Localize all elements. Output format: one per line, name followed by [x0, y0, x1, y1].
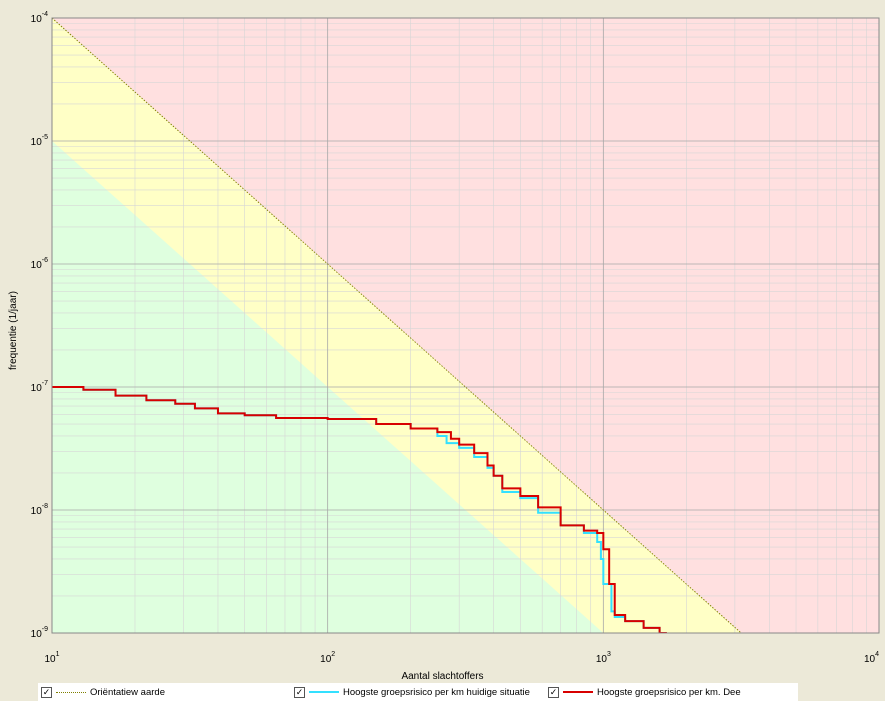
legend-item-huidige-situatie[interactable]: ✓ Hoogste groepsrisico per km huidige si… [294, 685, 530, 699]
y-tick-label: 10-7 [31, 380, 48, 394]
legend-item-orientatiewaarde[interactable]: ✓ Oriëntatiew aarde [41, 685, 165, 699]
legend-item-dee[interactable]: ✓ Hoogste groepsrisico per km. Dee [548, 685, 741, 699]
legend-checkbox[interactable]: ✓ [548, 686, 559, 698]
x-tick-label: 102 [320, 651, 335, 665]
legend: ✓ Oriëntatiew aarde ✓ Hoogste groepsrisi… [38, 683, 798, 701]
x-axis-label: Aantal slachtoffers [401, 671, 484, 682]
y-tick-label: 10-5 [31, 134, 48, 148]
legend-checkbox[interactable]: ✓ [41, 686, 52, 698]
legend-checkbox[interactable]: ✓ [294, 686, 305, 698]
y-axis-label: frequentie (1/jaar) [8, 291, 19, 370]
x-tick-label: 103 [596, 651, 611, 665]
x-tick-label: 101 [44, 651, 59, 665]
legend-label: Oriëntatiew aarde [90, 686, 165, 698]
y-tick-label: 10-8 [31, 503, 48, 517]
legend-swatch [56, 691, 86, 693]
y-tick-label: 10-9 [31, 626, 48, 640]
legend-swatch [563, 691, 593, 693]
x-tick-label: 104 [864, 651, 879, 665]
series-line-0 [52, 18, 742, 633]
legend-label: Hoogste groepsrisico per km huidige situ… [343, 686, 530, 698]
plot-frame [51, 17, 880, 634]
series-line-2 [52, 386, 667, 633]
legend-swatch [309, 691, 339, 693]
legend-label: Hoogste groepsrisico per km. Dee [597, 686, 741, 698]
y-tick-label: 10-6 [31, 257, 48, 271]
y-tick-label: 10-4 [31, 11, 48, 25]
